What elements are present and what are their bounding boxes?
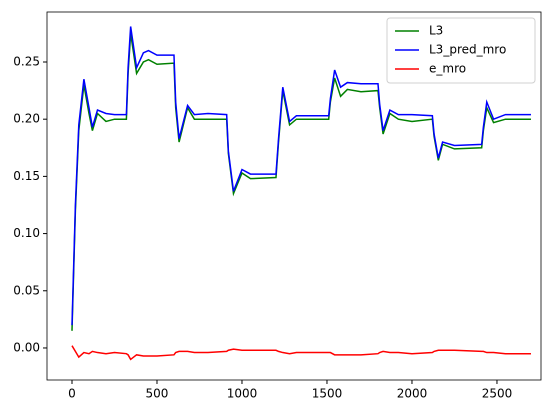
legend-box (386, 17, 536, 84)
legend-label: L3_pred_mro (429, 43, 506, 57)
y-tick-label: 0.10 (13, 226, 40, 240)
x-tick-label: 1500 (312, 387, 343, 401)
y-tick-label: 0.20 (13, 112, 40, 126)
y-tick-label: 0.00 (13, 340, 40, 354)
x-tick-label: 0 (68, 387, 76, 401)
x-tick-label: 2000 (397, 387, 428, 401)
x-tick-label: 2500 (482, 387, 513, 401)
legend-label: e_mro (429, 62, 466, 76)
plot-frame (46, 11, 542, 381)
x-tick-label: 500 (146, 387, 169, 401)
series-line (71, 345, 531, 361)
y-tick-label: 0.05 (13, 283, 40, 297)
x-tick-label: 1000 (227, 387, 258, 401)
y-tick-label: 0.15 (13, 169, 40, 183)
series-line (71, 26, 531, 326)
legend-label: L3 (429, 24, 443, 38)
y-tick-label: 0.25 (13, 54, 40, 68)
